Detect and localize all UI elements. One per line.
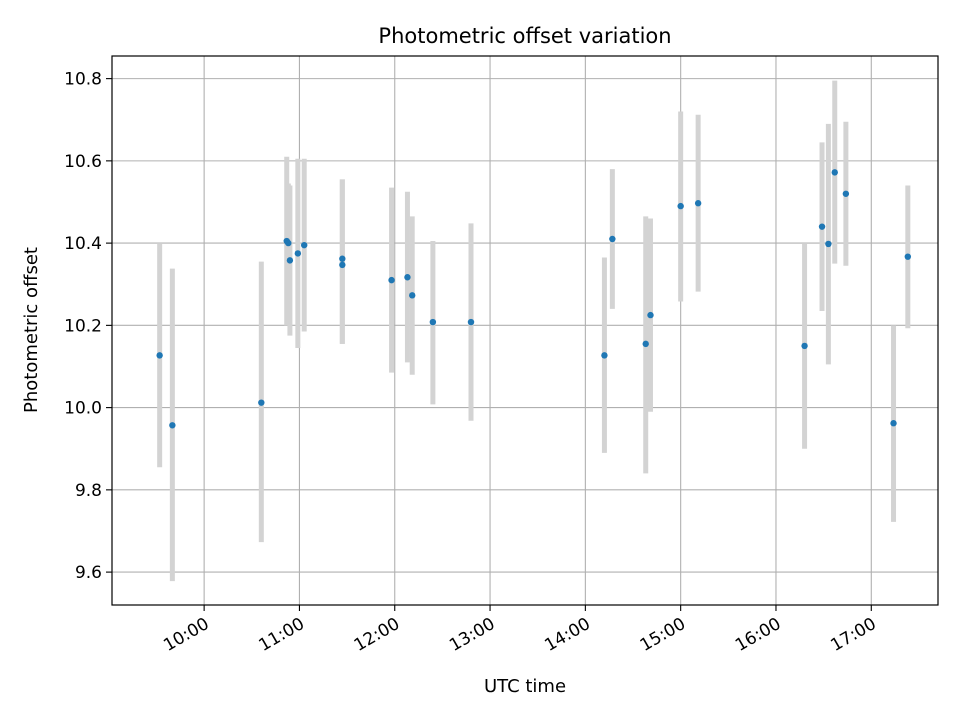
data-point: [339, 261, 346, 269]
data-point: [301, 241, 308, 249]
data-point: [842, 190, 850, 197]
data-point: [818, 223, 826, 230]
y-tick-label: 10.0: [64, 399, 102, 419]
y-tick-label: 10.4: [64, 234, 102, 254]
data-point: [169, 422, 176, 429]
plot-frame: [111, 55, 939, 606]
data-point: [825, 240, 832, 248]
x-axis-label: UTC time: [484, 676, 566, 697]
y-tick-label: 10.6: [64, 152, 102, 172]
data-point: [601, 352, 608, 359]
y-axis-label: Photometric offset: [21, 247, 42, 413]
data-point: [286, 257, 294, 264]
y-tick-label: 9.6: [75, 563, 102, 583]
data-point: [642, 340, 649, 348]
data-point: [156, 352, 163, 359]
y-tick-label: 9.8: [75, 481, 102, 501]
data-point: [801, 342, 808, 350]
data-points: [156, 169, 912, 429]
y-tick-label: 10.2: [64, 316, 102, 336]
data-point: [467, 318, 475, 326]
data-point: [285, 239, 292, 247]
data-point: [294, 250, 302, 257]
data-point: [831, 169, 838, 176]
data-point: [904, 253, 912, 260]
data-point: [258, 399, 265, 406]
y-tick-label: 10.8: [64, 70, 102, 90]
data-point: [890, 420, 897, 427]
data-point: [339, 255, 346, 262]
data-point: [647, 311, 654, 319]
data-point: [429, 318, 437, 326]
data-point: [609, 235, 616, 243]
data-point: [404, 274, 411, 281]
data-point: [409, 292, 416, 299]
y-axis-ticks: 9.6 9.8 10.0 10.2 10.4 10.6 10.8: [64, 70, 112, 583]
data-point: [677, 202, 684, 210]
chart-title: Photometric offset variation: [378, 24, 671, 48]
data-point: [694, 200, 702, 207]
data-point: [388, 276, 395, 284]
